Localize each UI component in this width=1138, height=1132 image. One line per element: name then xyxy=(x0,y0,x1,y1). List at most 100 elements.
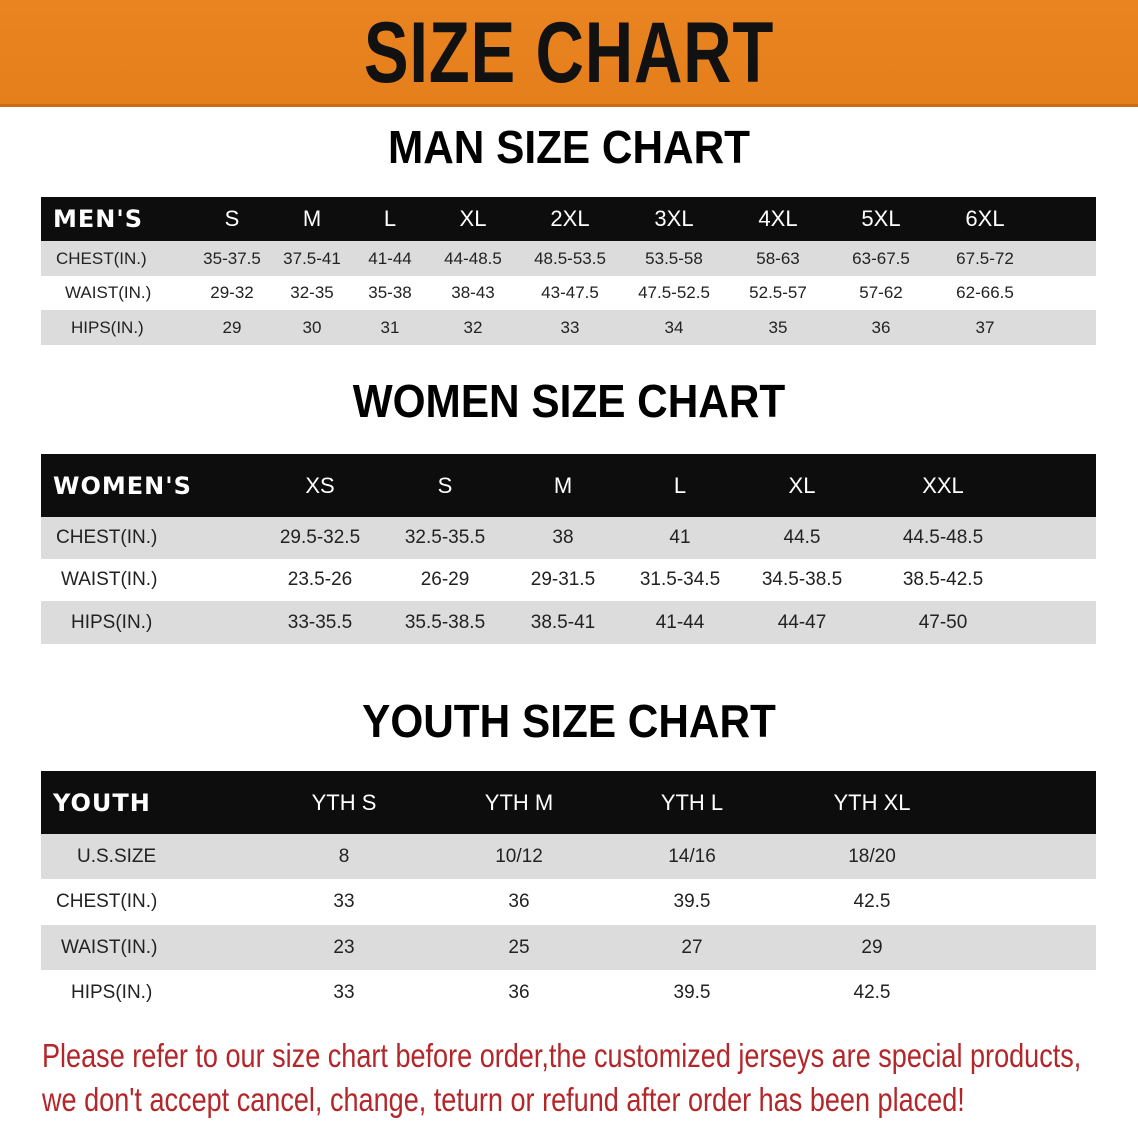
size-header-cell: 2XL xyxy=(550,206,590,231)
women-header-row: WOMEN'S XS S M L XL XXL xyxy=(41,454,1096,517)
size-header-cell: YTH M xyxy=(484,789,554,815)
measurement-cell: 58-63 xyxy=(756,248,800,268)
measurement-cell: 29-31.5 xyxy=(530,569,596,590)
notice-line-1: Please refer to our size chart before or… xyxy=(42,1037,1082,1074)
measurement-cell: 18/20 xyxy=(848,845,896,867)
measurement-cell: 47-50 xyxy=(918,611,968,633)
measurement-cell: 26-29 xyxy=(420,569,470,590)
measurement-cell: 42.5 xyxy=(853,891,891,912)
table-row: WAIST(IN.) 29-32 32-35 35-38 38-43 43-47.5 47.… xyxy=(41,276,1096,310)
measurement-cell: 35.5-38.5 xyxy=(404,611,486,633)
men-size-table: MEN'S S M L XL 2XL 3XL 4XL 5XL 6XL CHEST(IN.) 35-37… xyxy=(41,197,1096,345)
size-header-cell: YTH XL xyxy=(833,789,911,815)
measurement-cell: 34 xyxy=(664,317,684,337)
measurement-cell: 44.5 xyxy=(783,527,821,548)
measurement-cell: 35-37.5 xyxy=(203,248,261,268)
row-label: HIPS(IN.) xyxy=(71,981,153,1003)
measurement-cell: 43-47.5 xyxy=(541,283,599,302)
size-header-cell: L xyxy=(673,472,687,498)
measurement-cell: 41-44 xyxy=(368,248,412,268)
measurement-cell: 10/12 xyxy=(495,845,543,867)
youth-size-table: YOUTH YTH S YTH M YTH L YTH XL U.S.SIZE 8 10/12… xyxy=(41,771,1096,1015)
row-label: CHEST(IN.) xyxy=(56,891,158,912)
measurement-cell: 29 xyxy=(222,317,242,337)
measurement-cell: 33 xyxy=(333,891,355,912)
measurement-cell: 30 xyxy=(302,317,322,337)
measurement-cell: 37.5-41 xyxy=(283,248,341,268)
size-header-cell: YTH S xyxy=(311,789,377,815)
row-label: WAIST(IN.) xyxy=(65,283,152,302)
men-header-row: MEN'S S M L XL 2XL 3XL 4XL 5XL 6XL xyxy=(41,197,1096,241)
measurement-cell: 33 xyxy=(560,317,580,337)
women-section-title: WOMEN SIZE CHART xyxy=(352,375,786,427)
row-label: HIPS(IN.) xyxy=(71,317,144,337)
row-label: WAIST(IN.) xyxy=(61,569,158,590)
measurement-cell: 35 xyxy=(768,317,788,337)
measurement-cell: 29 xyxy=(861,936,883,958)
table-row: U.S.SIZE 8 10/12 14/16 18/20 xyxy=(41,834,1096,879)
measurement-cell: 35-38 xyxy=(368,283,412,302)
measurement-cell: 36 xyxy=(508,981,530,1003)
size-header-cell: M xyxy=(553,472,573,498)
measurement-cell: 25 xyxy=(508,936,530,958)
measurement-cell: 32.5-35.5 xyxy=(404,527,486,548)
size-header-cell: 3XL xyxy=(654,206,694,231)
women-size-table: WOMEN'S XS S M L XL XXL CHEST(IN.) 29.5-32.5 32.5… xyxy=(41,454,1096,644)
measurement-cell: 34.5-38.5 xyxy=(761,569,843,590)
table-row: CHEST(IN.) 33 36 39.5 42.5 xyxy=(41,879,1096,925)
measurement-cell: 36 xyxy=(871,317,891,337)
measurement-cell: 57-62 xyxy=(859,283,903,302)
measurement-cell: 48.5-53.5 xyxy=(534,248,606,268)
row-label: CHEST(IN.) xyxy=(56,527,158,548)
measurement-cell: 32-35 xyxy=(290,283,334,302)
size-header-cell: M xyxy=(302,206,322,231)
measurement-cell: 33-35.5 xyxy=(287,611,353,633)
size-header-cell: L xyxy=(383,206,397,231)
men-section-title: MAN SIZE CHART xyxy=(387,121,751,173)
measurement-cell: 29.5-32.5 xyxy=(279,527,361,548)
measurement-cell: 36 xyxy=(508,891,530,912)
measurement-cell: 14/16 xyxy=(668,845,716,867)
size-header-cell: S xyxy=(437,472,453,498)
measurement-cell: 41-44 xyxy=(655,611,705,633)
table-title-cell: YOUTH xyxy=(53,788,151,817)
table-row: CHEST(IN.) 35-37.5 37.5-41 41-44 44-48.5 48.5… xyxy=(41,241,1096,276)
banner-title: SIZE CHART xyxy=(363,5,775,101)
measurement-cell: 44-48.5 xyxy=(444,248,502,268)
measurement-cell: 29-32 xyxy=(210,283,254,302)
measurement-cell: 23.5-26 xyxy=(287,569,353,590)
size-header-cell: XL xyxy=(788,472,816,498)
measurement-cell: 47.5-52.5 xyxy=(638,283,710,302)
table-row: HIPS(IN.) 33-35.5 35.5-38.5 38.5-41 41-44 44-… xyxy=(41,601,1096,644)
table-row: HIPS(IN.) 33 36 39.5 42.5 xyxy=(41,970,1096,1015)
table-row: WAIST(IN.) 23.5-26 26-29 29-31.5 31.5-34.5 34… xyxy=(41,559,1096,601)
size-header-cell: XL xyxy=(459,206,487,231)
measurement-cell: 53.5-58 xyxy=(645,248,703,268)
measurement-cell: 31 xyxy=(380,317,400,337)
table-row: CHEST(IN.) 29.5-32.5 32.5-35.5 38 41 44.5 44.5… xyxy=(41,517,1096,559)
measurement-cell: 62-66.5 xyxy=(956,283,1014,302)
size-header-cell: S xyxy=(224,206,240,231)
measurement-cell: 38-43 xyxy=(451,283,495,302)
measurement-cell: 63-67.5 xyxy=(852,248,910,268)
notice-line-2: we don't accept cancel, change, teturn o… xyxy=(42,1081,965,1118)
measurement-cell: 39.5 xyxy=(673,891,711,912)
measurement-cell: 38.5-42.5 xyxy=(902,569,984,590)
measurement-cell: 27 xyxy=(681,936,703,958)
measurement-cell: 44.5-48.5 xyxy=(902,527,984,548)
row-label: U.S.SIZE xyxy=(77,845,157,867)
youth-header-row: YOUTH YTH S YTH M YTH L YTH XL xyxy=(41,771,1096,834)
measurement-cell: 37 xyxy=(975,317,995,337)
measurement-cell: 67.5-72 xyxy=(956,248,1014,268)
measurement-cell: 8 xyxy=(338,845,350,867)
measurement-cell: 31.5-34.5 xyxy=(639,569,721,590)
measurement-cell: 39.5 xyxy=(673,981,711,1003)
measurement-cell: 38 xyxy=(552,527,574,548)
size-header-cell: XXL xyxy=(922,472,964,498)
table-title-cell: MEN'S xyxy=(53,205,143,233)
table-title-cell: WOMEN'S xyxy=(53,471,192,500)
measurement-cell: 41 xyxy=(669,527,691,548)
measurement-cell: 44-47 xyxy=(777,611,827,633)
measurement-cell: 38.5-41 xyxy=(530,611,596,633)
